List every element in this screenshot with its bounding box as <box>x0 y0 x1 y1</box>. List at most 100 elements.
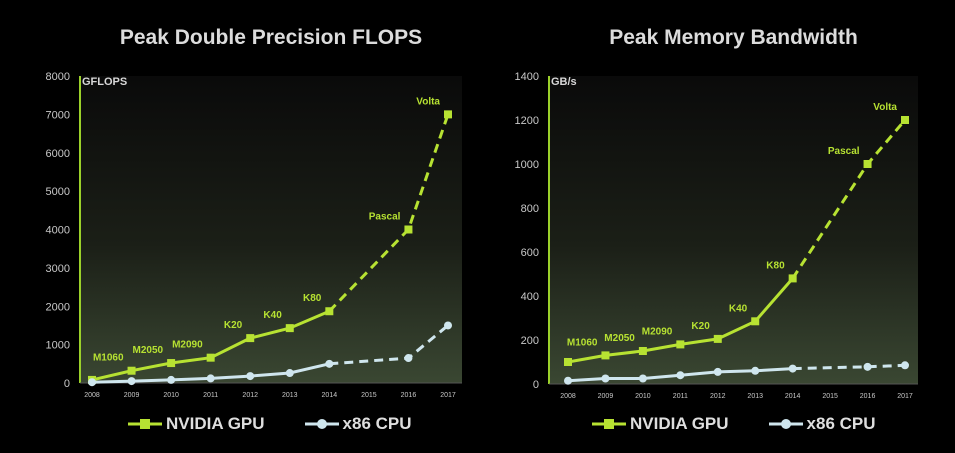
cpu-point <box>863 362 872 371</box>
x-tick-label: 2013 <box>747 393 763 400</box>
gpu-point <box>444 110 452 119</box>
gpu-point <box>788 274 797 283</box>
gpu-point <box>167 359 176 368</box>
x-tick-label: 2015 <box>361 392 377 399</box>
legend-label-gpu: NVIDIA GPU <box>630 414 729 433</box>
y-tick-label: 5000 <box>46 186 70 198</box>
y-tick-label: 2000 <box>46 301 70 313</box>
legend-item-gpu: NVIDIA GPU <box>592 414 729 434</box>
x-tick-label: 2012 <box>242 392 258 399</box>
gpu-point <box>713 334 722 343</box>
legend-item-gpu: NVIDIA GPU <box>128 414 265 434</box>
y-tick-label: 8000 <box>46 71 70 83</box>
point-annotation: M2090 <box>172 340 203 351</box>
gpu-point <box>638 347 647 355</box>
legend-label-cpu: x86 CPU <box>342 414 412 433</box>
gpu-point <box>863 160 872 168</box>
gpu-point <box>325 307 334 316</box>
gpu-point <box>564 358 572 366</box>
cpu-point <box>206 374 215 383</box>
y-tick-label: 1400 <box>515 71 539 83</box>
point-annotation: Volta <box>873 102 897 113</box>
x-tick-label: 2008 <box>560 393 576 400</box>
y-tick-label: 1200 <box>515 115 539 127</box>
cpu-point <box>444 321 452 330</box>
y-tick-label: 400 <box>521 291 539 303</box>
x-tick-label: 2009 <box>124 392 140 399</box>
point-annotation: Pascal <box>369 212 401 223</box>
gpu-point <box>404 225 413 234</box>
cpu-point <box>638 374 647 383</box>
cpu-point <box>901 361 909 370</box>
point-annotation: K20 <box>691 321 710 332</box>
gpu-point <box>901 116 909 124</box>
x-tick-label: 2016 <box>401 392 417 399</box>
cpu-point <box>246 372 255 381</box>
gpu-point <box>246 334 255 343</box>
x-tick-label: 2009 <box>598 393 614 400</box>
x-tick-label: 2010 <box>163 392 179 399</box>
x-tick-label: 2008 <box>84 392 100 399</box>
point-annotation: K80 <box>303 293 322 304</box>
cpu-point <box>127 377 136 386</box>
point-annotation: K20 <box>224 320 243 331</box>
cpu-point <box>751 366 760 375</box>
x-tick-label: 2017 <box>440 392 456 399</box>
x-tick-label: 2015 <box>822 393 838 400</box>
chart-title-flops: Peak Double Precision FLOPS <box>119 26 423 49</box>
cpu-point <box>713 367 722 376</box>
x-tick-label: 2017 <box>897 393 913 400</box>
point-annotation: M1060 <box>567 337 598 348</box>
gpu-point <box>285 324 294 333</box>
y-tick-label: 0 <box>64 378 70 390</box>
unit-label: GFLOPS <box>82 76 127 88</box>
gpu-legend-marker <box>592 419 626 429</box>
point-annotation: K80 <box>766 260 785 271</box>
cpu-point <box>167 375 176 384</box>
cpu-point <box>285 369 294 378</box>
cpu-point <box>404 354 413 363</box>
point-annotation: M2050 <box>604 333 635 344</box>
x-tick-label: 2012 <box>710 393 726 400</box>
point-annotation: M2090 <box>642 326 673 337</box>
legend-bandwidth: NVIDIA GPU x86 CPU <box>592 410 916 438</box>
cpu-point <box>88 378 96 387</box>
point-annotation: K40 <box>263 310 282 321</box>
gpu-point <box>127 366 136 375</box>
legend-label-gpu: NVIDIA GPU <box>166 414 265 433</box>
point-annotation: K40 <box>729 303 748 314</box>
cpu-legend-marker <box>768 419 803 429</box>
point-annotation: M1060 <box>93 353 124 364</box>
gpu-point <box>206 353 215 362</box>
point-annotation: Pascal <box>828 146 860 157</box>
cpu-point <box>601 374 610 383</box>
gpu-legend-marker <box>128 419 162 429</box>
y-tick-label: 3000 <box>46 263 70 275</box>
y-tick-label: 200 <box>521 335 539 347</box>
x-tick-label: 2010 <box>635 393 651 400</box>
x-tick-label: 2016 <box>860 393 876 400</box>
x-tick-label: 2014 <box>322 392 338 399</box>
point-annotation: Volta <box>416 96 440 107</box>
point-annotation: M2050 <box>133 345 164 356</box>
y-tick-label: 6000 <box>46 148 70 160</box>
legend-label-cpu: x86 CPU <box>806 414 876 433</box>
y-tick-label: 1000 <box>515 159 539 171</box>
x-tick-label: 2011 <box>203 392 218 399</box>
gpu-point <box>751 317 760 326</box>
cpu-point <box>325 359 334 368</box>
x-tick-label: 2013 <box>282 392 298 399</box>
y-tick-label: 0 <box>533 379 539 391</box>
cpu-point <box>564 376 572 385</box>
cpu-point <box>676 371 685 380</box>
chart-title-bandwidth: Peak Memory Bandwidth <box>609 26 858 49</box>
y-tick-label: 800 <box>521 203 539 215</box>
x-tick-label: 2014 <box>785 393 801 400</box>
y-tick-label: 7000 <box>46 109 70 121</box>
cpu-legend-marker <box>304 419 339 429</box>
y-tick-label: 4000 <box>46 225 70 237</box>
y-tick-label: 1000 <box>46 340 70 352</box>
